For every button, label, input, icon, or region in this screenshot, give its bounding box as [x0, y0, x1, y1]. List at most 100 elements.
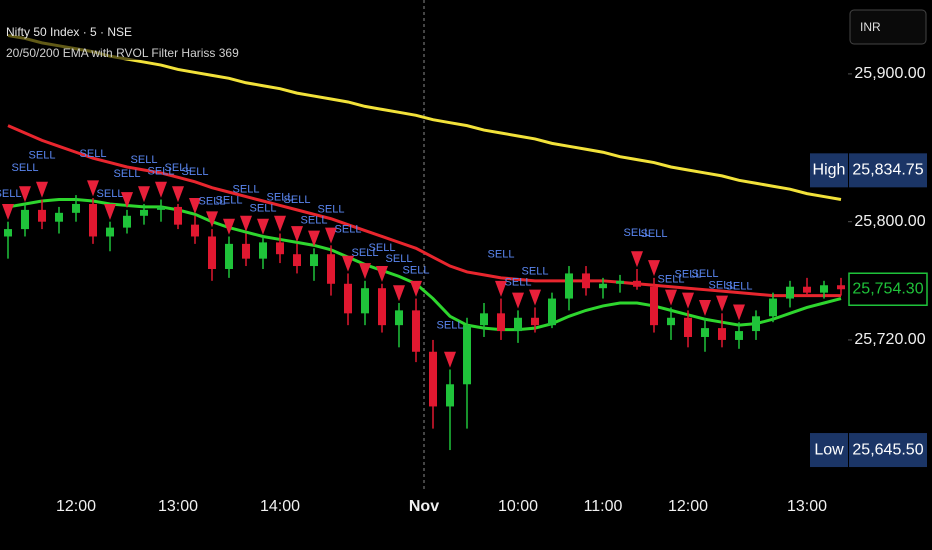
sell-triangle	[87, 180, 99, 197]
candle-body	[446, 384, 454, 407]
sell-triangle	[308, 230, 320, 247]
sell-triangle	[138, 186, 150, 203]
sell-triangle	[19, 186, 31, 203]
candle-body	[633, 280, 641, 287]
sell-label: SELL	[165, 162, 192, 174]
sell-triangle	[682, 292, 694, 309]
candle-body	[225, 243, 233, 269]
candle-body	[378, 288, 386, 326]
currency-button[interactable]	[849, 9, 927, 45]
sell-triangle	[631, 251, 643, 268]
sell-triangle	[172, 186, 184, 203]
sell-triangle	[410, 280, 422, 297]
sell-label: SELL	[318, 204, 345, 216]
currency-label: INR	[860, 20, 881, 34]
candle-body	[837, 285, 845, 290]
sell-label: SELL	[624, 227, 651, 239]
marker-tag	[810, 153, 848, 188]
sell-label: SELL	[29, 150, 56, 162]
chart-title: Nifty 50 Index · 5 · NSE	[6, 25, 132, 39]
sell-label: SELL	[131, 154, 158, 166]
plot-area: SELLSELLSELLSELLSELLSELLSELLSELLSELLSELL…	[0, 0, 845, 490]
y-tick-label: 25,800.00	[854, 213, 925, 230]
candle-body	[293, 254, 301, 267]
sell-label: SELL	[692, 268, 719, 280]
x-tick-label: Nov	[409, 498, 439, 515]
marker-label: Low	[814, 441, 844, 458]
last-price-label: 25,754.30	[852, 280, 923, 297]
candle-body	[276, 242, 284, 255]
sell-triangle	[393, 285, 405, 302]
candle-body	[106, 227, 114, 237]
indicator-label: 20/50/200 EMA with RVOL Filter Hariss 36…	[6, 46, 239, 60]
candle-body	[140, 209, 148, 216]
candle-body	[327, 254, 335, 284]
sell-triangle	[716, 295, 728, 312]
candle-body	[769, 298, 777, 317]
candle-body	[820, 285, 828, 293]
candle-body	[582, 273, 590, 289]
sell-label: SELL	[182, 166, 209, 178]
x-tick-label: 12:00	[56, 498, 96, 515]
sell-label: SELL	[233, 184, 260, 196]
marker-label: High	[813, 162, 846, 179]
ema-line	[7, 124, 841, 298]
x-tick-label: 10:00	[498, 498, 538, 515]
candle-body	[463, 325, 471, 385]
sell-triangle	[359, 263, 371, 280]
candle-body	[361, 288, 369, 314]
candle-body	[310, 254, 318, 267]
ema-line	[7, 198, 842, 332]
x-tick-label: 13:00	[158, 498, 198, 515]
candle-body	[565, 273, 573, 299]
sell-label: SELL	[726, 280, 753, 292]
y-tick-label: 25,720.00	[854, 331, 925, 348]
sell-label: SELL	[335, 224, 362, 236]
candle-body	[667, 317, 675, 326]
sell-label: SELL	[199, 195, 226, 207]
sell-label: SELL	[675, 269, 702, 281]
candle-body	[480, 313, 488, 326]
candle-body	[89, 203, 97, 237]
sell-triangle	[699, 300, 711, 317]
candle-body	[531, 317, 539, 326]
sell-triangle	[342, 255, 354, 272]
candle-body	[55, 212, 63, 222]
sell-label: SELL	[267, 192, 294, 204]
candle-body	[429, 351, 437, 407]
sell-label: SELL	[114, 168, 141, 180]
candle-body	[174, 206, 182, 225]
sell-triangle	[189, 198, 201, 215]
marker-value-box	[849, 433, 927, 468]
sell-label: SELL	[148, 166, 175, 178]
candle-body	[191, 224, 199, 237]
candle-body	[718, 328, 726, 340]
candle-body	[157, 206, 165, 210]
candle-body	[684, 317, 692, 337]
sell-label: SELL	[80, 148, 107, 160]
sell-label: SELL	[250, 203, 277, 215]
sell-label: SELL	[658, 274, 685, 286]
sell-label: SELL	[0, 188, 21, 200]
legend-backdrop	[2, 20, 230, 60]
marker-value-box	[849, 153, 927, 188]
last-price-box	[848, 272, 928, 306]
candle-body	[803, 286, 811, 293]
candle-body	[344, 283, 352, 314]
x-tick-label: 14:00	[260, 498, 300, 515]
sell-triangle	[36, 181, 48, 198]
x-tick-label: 11:00	[584, 498, 623, 515]
marker-value: 25,834.75	[852, 162, 923, 179]
candle-body	[735, 331, 743, 340]
sell-triangle	[325, 227, 337, 244]
sell-label: SELL	[641, 228, 668, 240]
sell-triangle	[121, 192, 133, 209]
sell-label: SELL	[437, 320, 464, 332]
sell-triangle	[444, 351, 456, 368]
sell-triangle	[257, 218, 269, 235]
sell-triangle	[155, 181, 167, 198]
marker-tag	[810, 433, 848, 468]
candle-body	[395, 310, 403, 326]
sell-label: SELL	[301, 214, 328, 226]
